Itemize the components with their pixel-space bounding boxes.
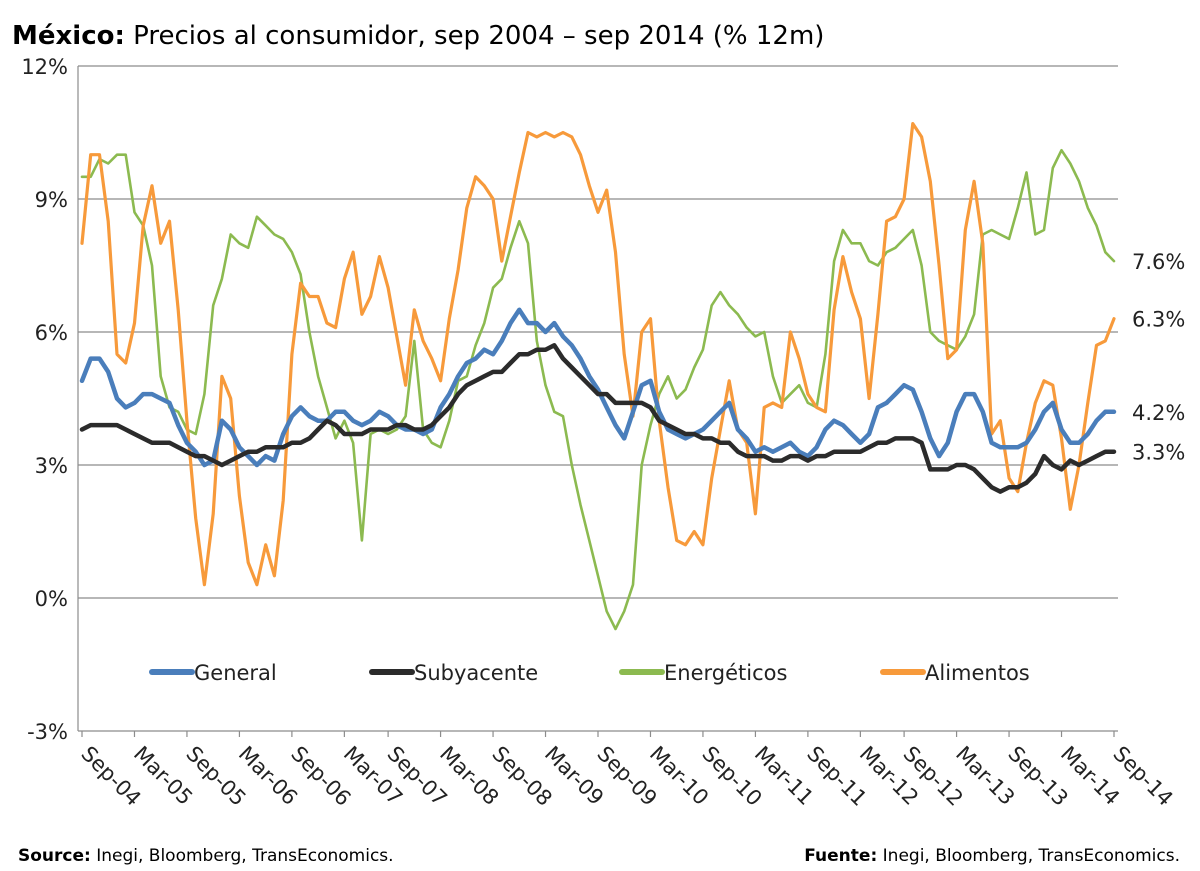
y-tick-label: 12%: [21, 55, 68, 79]
y-axis-tick-labels: 12% 9% 6% 3% 0% -3%: [21, 55, 68, 744]
end-label-general: 4.2%: [1132, 401, 1185, 425]
legend-label: Energéticos: [664, 661, 787, 685]
end-label-subyacente: 3.3%: [1132, 441, 1185, 465]
y-tick-label: 3%: [35, 454, 68, 478]
source-note: Source: Inegi, Bloomberg, TransEconomics…: [18, 846, 394, 866]
legend-item-energeticos: Energéticos: [619, 661, 787, 685]
gridlines: [78, 65, 1118, 599]
legend-label: General: [194, 661, 277, 685]
series-line-subyacente: [79, 343, 1117, 494]
y-tick-label: 9%: [35, 188, 68, 212]
chart-title-country: México:: [12, 21, 125, 51]
legend-label: Alimentos: [925, 661, 1030, 685]
legend-item-general: General: [149, 661, 277, 685]
legend-item-alimentos: Alimentos: [880, 661, 1030, 685]
source-text: Inegi, Bloomberg, TransEconomics.: [91, 846, 394, 866]
y-tick-label: 0%: [35, 587, 68, 611]
legend-label: Subyacente: [414, 661, 538, 685]
chart-title-description: Precios al consumidor, sep 2004 – sep 20…: [125, 21, 825, 51]
source-label: Source:: [18, 846, 91, 866]
chart-title: México: Precios al consumidor, sep 2004 …: [12, 21, 824, 51]
series-line-general: [79, 307, 1117, 468]
fuente-note: Fuente: Inegi, Bloomberg, TransEconomics…: [804, 846, 1180, 866]
y-tick-label: 6%: [35, 321, 68, 345]
end-value-labels: 7.6% 6.3% 4.2% 3.3%: [1132, 250, 1185, 465]
y-tick-label: -3%: [27, 720, 68, 744]
legend-item-subyacente: Subyacente: [369, 661, 538, 685]
legend: General Subyacente Energéticos Alimentos: [149, 661, 1030, 685]
end-label-alimentos: 6.3%: [1132, 308, 1185, 332]
fuente-text: Inegi, Bloomberg, TransEconomics.: [877, 846, 1180, 866]
series-line-energeticos: [80, 148, 1116, 631]
series-line-alimentos: [80, 121, 1116, 587]
fuente-label: Fuente:: [804, 846, 877, 866]
end-label-energeticos: 7.6%: [1132, 250, 1185, 274]
series-lines: [79, 121, 1117, 631]
